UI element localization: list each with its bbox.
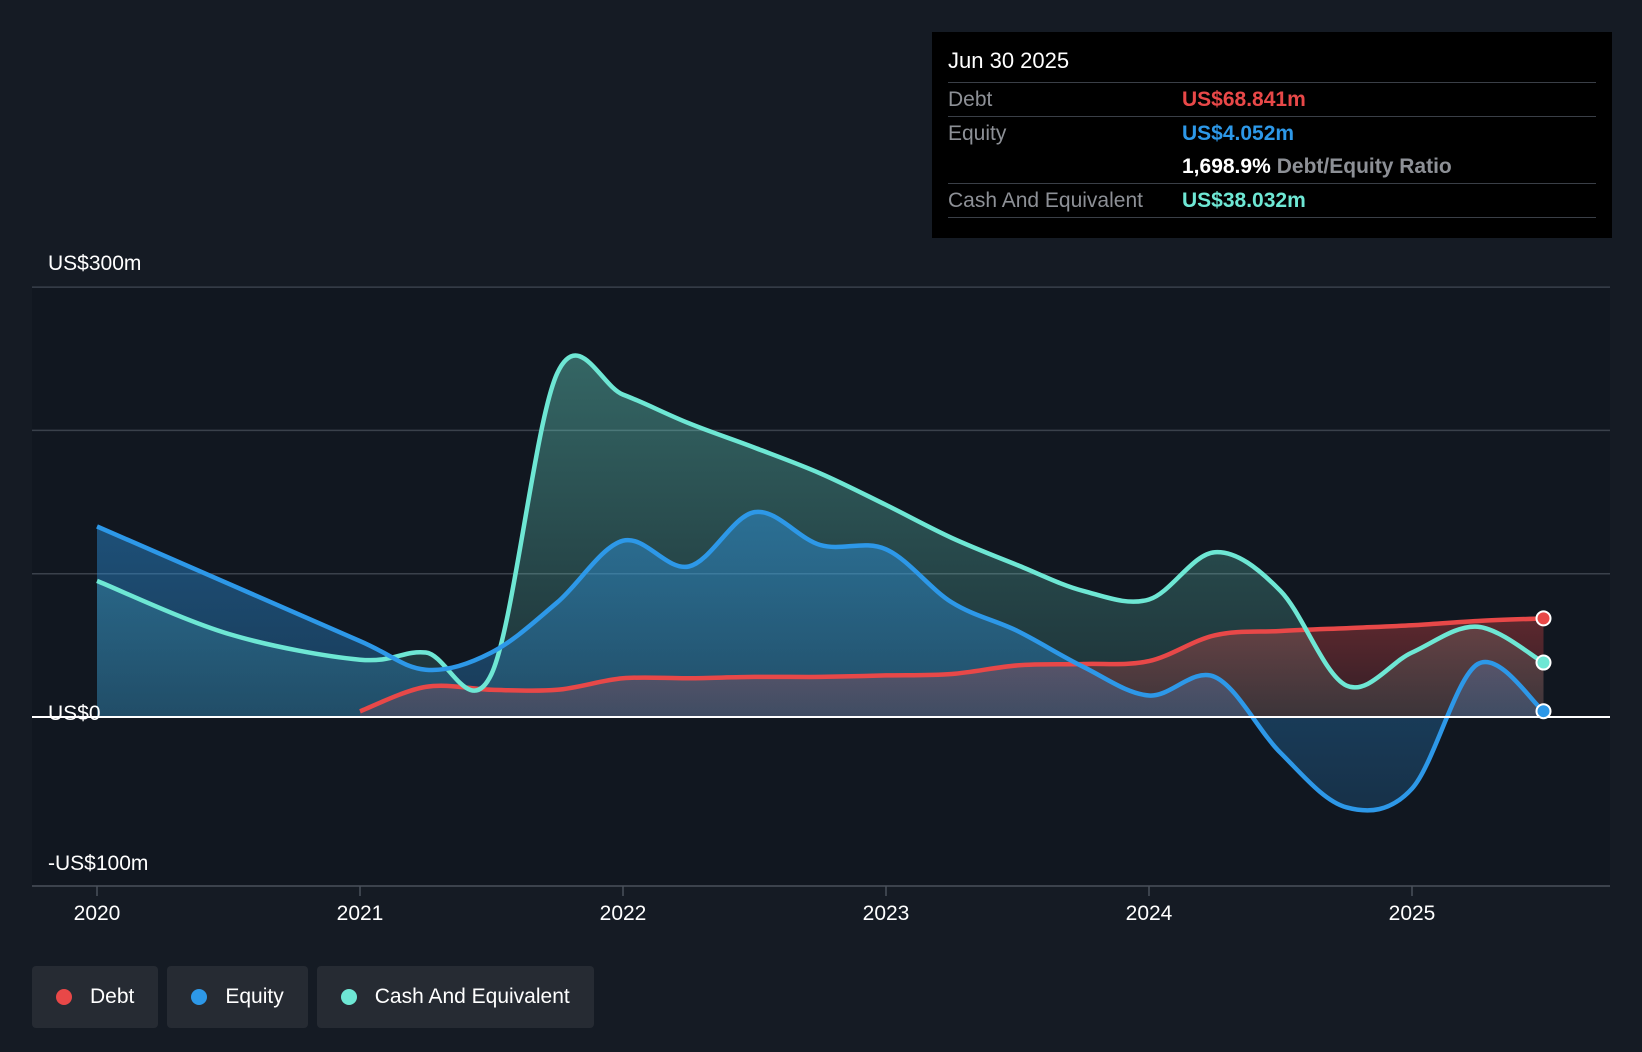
tooltip-row-debt: Debt US$68.841m <box>948 82 1596 116</box>
x-tick-label-2025: 2025 <box>1389 902 1436 925</box>
tooltip-panel: Jun 30 2025 Debt US$68.841m Equity US$4.… <box>932 32 1612 238</box>
x-tick-label-2021: 2021 <box>337 902 384 925</box>
legend-item-equity[interactable]: Equity <box>167 966 308 1028</box>
y-tick-label-zero: US$0 <box>48 702 101 725</box>
legend-item-debt[interactable]: Debt <box>32 966 159 1028</box>
legend-item-cash[interactable]: Cash And Equivalent <box>316 966 594 1028</box>
x-tick-label-2024: 2024 <box>1126 902 1173 925</box>
legend-label-cash: Cash And Equivalent <box>374 985 570 1008</box>
debt-line <box>359 616 1544 714</box>
debt-endpoint-marker[interactable] <box>1535 610 1552 627</box>
x-axis-ticks: 2020 2021 2022 2023 2024 2025 <box>74 886 1436 925</box>
tooltip-equity-value: US$4.052m <box>1182 121 1295 145</box>
debt-area <box>360 618 1544 717</box>
x-tick-label-2023: 2023 <box>863 902 910 925</box>
debt-dot-icon <box>56 989 72 1005</box>
equity-endpoint-marker[interactable] <box>1535 703 1552 720</box>
cash-line <box>96 353 1545 693</box>
x-tick-label-2020: 2020 <box>74 902 121 925</box>
x-tick-label-2022: 2022 <box>600 902 647 925</box>
tooltip-ratio-label: Debt/Equity Ratio <box>1276 154 1452 178</box>
equity-area <box>97 511 1544 811</box>
tooltip-cash-value: US$38.032m <box>1182 188 1306 212</box>
tooltip-row-ratio: 1,698.9% Debt/Equity Ratio <box>948 150 1596 183</box>
y-tick-label-top: US$300m <box>48 252 141 275</box>
tooltip-row-cash: Cash And Equivalent US$38.032m <box>948 183 1596 218</box>
equity-dot-icon <box>191 989 208 1005</box>
chart-legend: Debt Equity Cash And Equivalent <box>32 966 594 1028</box>
equity-line <box>96 509 1545 813</box>
legend-label-debt: Debt <box>90 985 135 1008</box>
y-tick-label-bottom: -US$100m <box>48 852 148 875</box>
cash-area <box>97 355 1544 717</box>
tooltip-equity-label: Equity <box>948 121 1007 145</box>
cash-dot-icon <box>340 989 357 1005</box>
tooltip-date: Jun 30 2025 <box>948 48 1070 73</box>
tooltip-debt-label: Debt <box>948 87 993 111</box>
tooltip-debt-value: US$68.841m <box>1182 87 1306 111</box>
tooltip-ratio-value: 1,698.9% <box>1182 154 1271 178</box>
tooltip-row-equity: Equity US$4.052m <box>948 116 1596 150</box>
cash-endpoint-marker[interactable] <box>1535 654 1552 671</box>
tooltip-cash-label: Cash And Equivalent <box>948 188 1143 212</box>
legend-label-equity: Equity <box>225 985 284 1008</box>
